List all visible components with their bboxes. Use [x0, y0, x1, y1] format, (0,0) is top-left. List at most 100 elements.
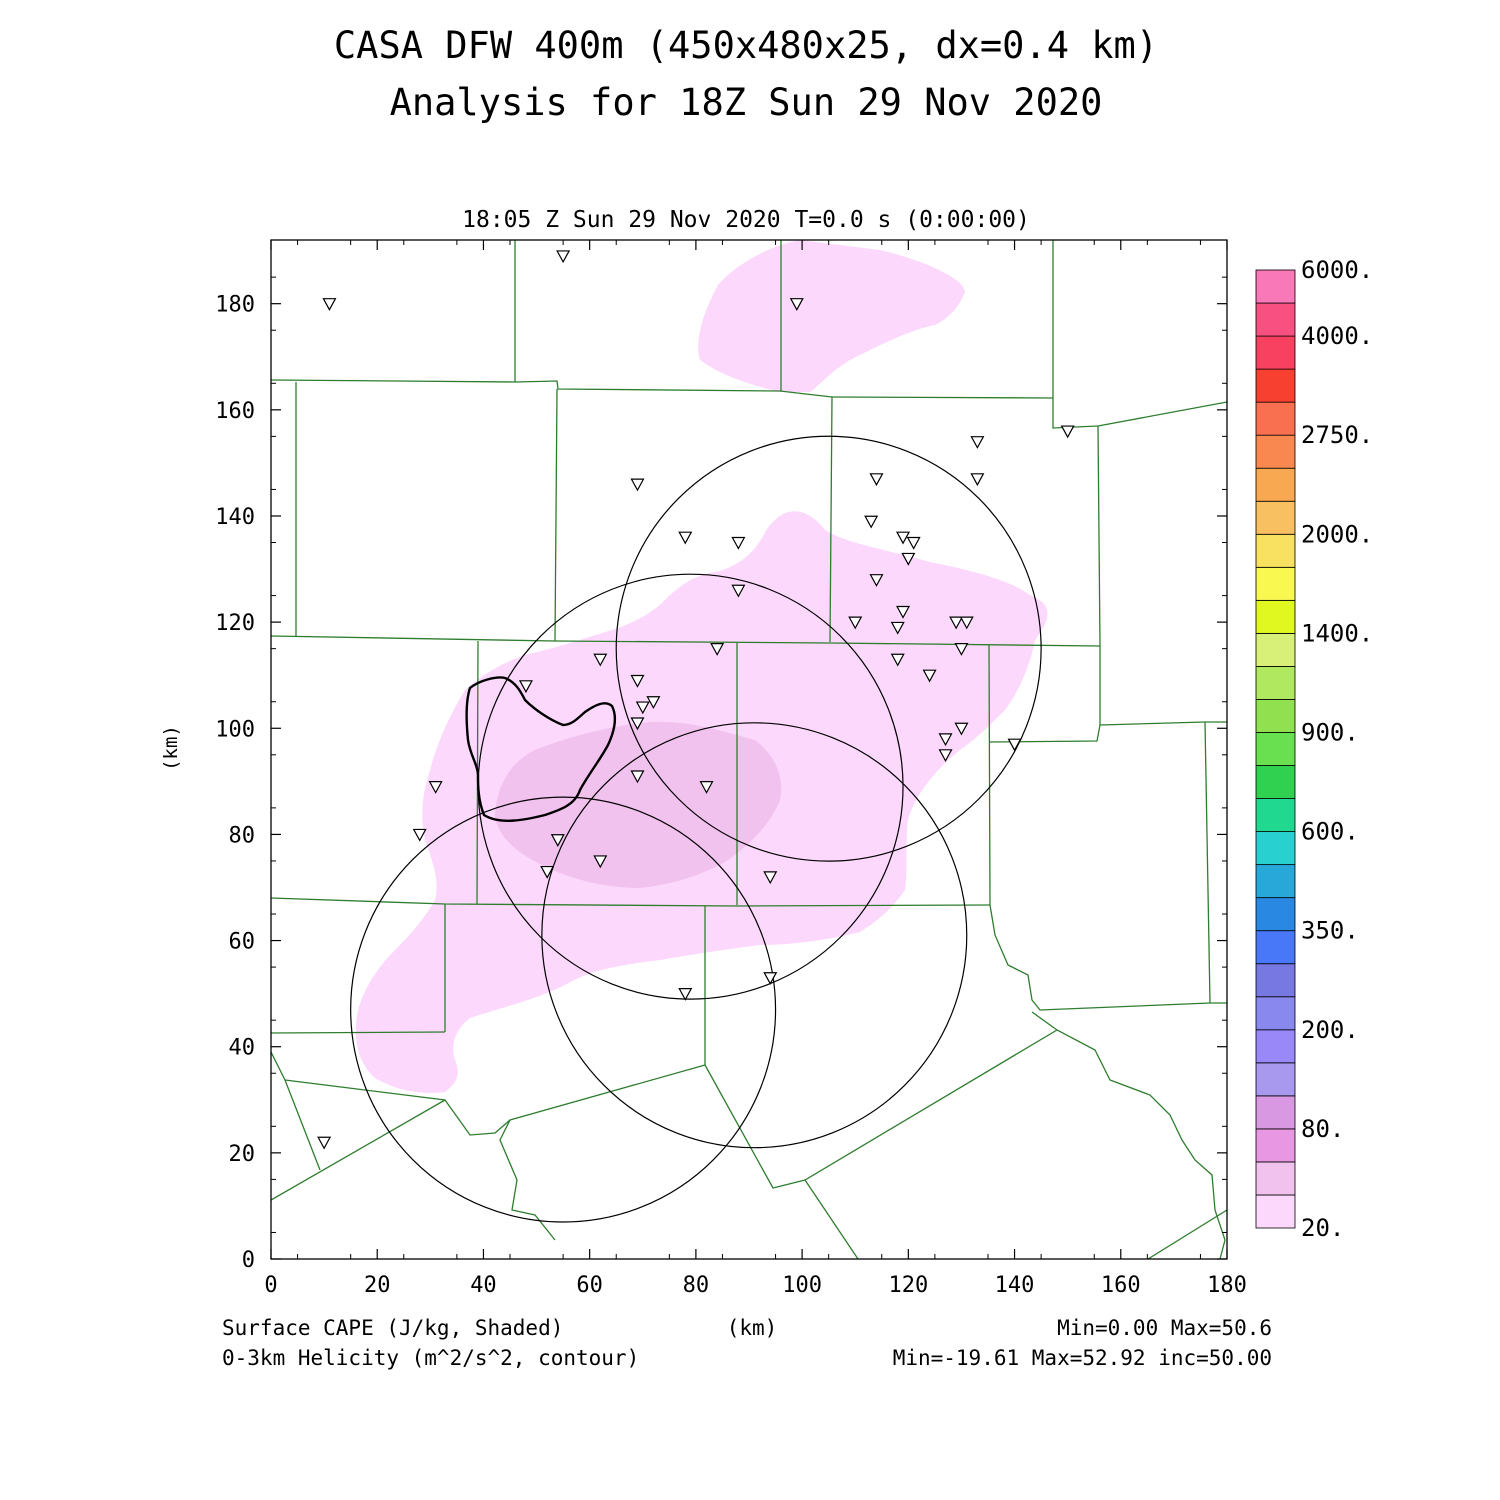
station-marker — [322, 298, 337, 311]
station-marker — [731, 536, 746, 550]
station-marker — [710, 643, 725, 656]
y-tick-label: 140 — [215, 505, 255, 530]
station-marker — [1060, 425, 1075, 439]
colorbar-segment — [1255, 699, 1296, 733]
observation-stations — [317, 250, 1075, 1150]
colorbar-segment — [1255, 335, 1296, 370]
cape-shading — [355, 240, 1048, 1093]
station-marker — [901, 552, 916, 566]
x-tick-label: 40 — [470, 1273, 497, 1298]
colorbar-segment — [1255, 732, 1296, 766]
colorbar-segment — [1255, 269, 1296, 304]
y-tick-label: 160 — [215, 399, 255, 424]
colorbar-segment — [1255, 930, 1296, 965]
station-marker — [550, 834, 565, 847]
y-tick-label: 180 — [215, 293, 255, 318]
map-area — [271, 240, 1227, 1259]
station-marker — [890, 621, 905, 635]
colorbar-segment — [1255, 566, 1296, 601]
station-marker — [864, 515, 879, 529]
x-tick-label: 120 — [888, 1273, 928, 1298]
colorbar-label: 2000. — [1301, 520, 1373, 548]
y-tick-label: 100 — [215, 717, 255, 742]
station-marker — [954, 722, 969, 736]
station-marker — [763, 871, 778, 885]
station-marker — [678, 988, 693, 1001]
colorbar-segment — [1255, 1095, 1296, 1130]
x-tick-label: 60 — [576, 1273, 603, 1298]
y-tick-label: 120 — [215, 611, 255, 636]
figure-title-line1: CASA DFW 400m (450x480x25, dx=0.4 km) — [334, 24, 1158, 67]
x-tick-label: 140 — [995, 1273, 1035, 1298]
y-tick-label: 40 — [229, 1036, 256, 1061]
colorbar-segment — [1255, 1161, 1296, 1196]
station-marker — [789, 298, 804, 311]
colorbar-segment — [1255, 897, 1296, 932]
plot-subtitle: 18:05 Z Sun 29 Nov 2020 T=0.0 s (0:00:00… — [462, 207, 1030, 233]
colorbar-segment — [1255, 765, 1296, 799]
colorbar-label: 200. — [1301, 1016, 1359, 1044]
y-tick-label: 20 — [229, 1142, 256, 1167]
x-tick-label: 0 — [264, 1273, 277, 1298]
station-marker — [970, 473, 985, 487]
colorbar-label: 80. — [1301, 1115, 1344, 1143]
station-marker — [938, 733, 953, 747]
colorbar-label: 6000. — [1301, 256, 1373, 284]
station-marker — [630, 770, 645, 784]
helicity-contour — [465, 676, 616, 822]
station-marker — [412, 828, 427, 842]
station-marker — [922, 669, 937, 683]
station-marker — [518, 680, 533, 694]
station-marker — [869, 473, 884, 487]
station-marker — [678, 531, 693, 545]
colorbar: 20. 80. 200. 350. 600. 900. 1400. 2000. 2750. 400… — [1255, 256, 1373, 1242]
station-marker — [699, 781, 714, 794]
station-marker — [635, 701, 650, 715]
colorbar-label: 600. — [1301, 818, 1359, 846]
colorbar-label: 350. — [1301, 917, 1359, 945]
plot-frame — [270, 239, 1228, 1260]
y-tick-label: 0 — [242, 1248, 255, 1273]
station-marker — [954, 643, 969, 656]
colorbar-label: 4000. — [1301, 322, 1373, 350]
colorbar-segment — [1255, 500, 1296, 535]
x-tick-label: 80 — [683, 1273, 710, 1298]
colorbar-label: 1400. — [1301, 619, 1373, 647]
station-marker — [630, 674, 645, 688]
station-marker — [731, 584, 746, 598]
footer-helicity-minmax: Min=-19.61 Max=52.92 inc=50.00 — [893, 1346, 1272, 1370]
y-axis: 0 20 40 60 80 100 120 140 160 180 — [215, 276, 1227, 1273]
colorbar-segment — [1255, 831, 1296, 866]
colorbar-segment — [1255, 368, 1296, 403]
station-marker — [970, 436, 985, 449]
station-marker — [1007, 738, 1022, 752]
station-marker — [869, 574, 884, 587]
radar-ring — [541, 722, 968, 1149]
station-marker — [630, 717, 645, 731]
x-axis: 0 20 40 60 80 100 120 140 160 180 — [264, 240, 1247, 1298]
station-marker — [763, 972, 778, 985]
colorbar-segment — [1255, 434, 1296, 469]
y-tick-label: 60 — [229, 930, 256, 955]
cape-region-core — [495, 721, 782, 888]
colorbar-segment — [1255, 467, 1296, 502]
footer-cape-label: Surface CAPE (J/kg, Shaded) — [222, 1316, 563, 1340]
station-marker — [646, 696, 661, 709]
radar-ring — [615, 435, 1042, 862]
footer-cape-minmax: Min=0.00 Max=50.6 — [1057, 1316, 1272, 1340]
x-tick-label: 160 — [1101, 1273, 1141, 1298]
station-marker — [317, 1136, 332, 1150]
colorbar-segment — [1255, 599, 1296, 634]
colorbar-label: 2750. — [1301, 421, 1373, 449]
colorbar-segment — [1255, 401, 1296, 436]
colorbar-segment — [1255, 864, 1296, 899]
colorbar-segment — [1255, 1062, 1296, 1097]
station-marker — [906, 536, 921, 550]
radar-ring — [350, 796, 777, 1223]
station-marker — [593, 855, 608, 869]
station-marker — [896, 531, 911, 545]
station-marker — [890, 653, 905, 667]
figure-title-line2: Analysis for 18Z Sun 29 Nov 2020 — [390, 81, 1103, 124]
colorbar-segment — [1255, 632, 1296, 667]
